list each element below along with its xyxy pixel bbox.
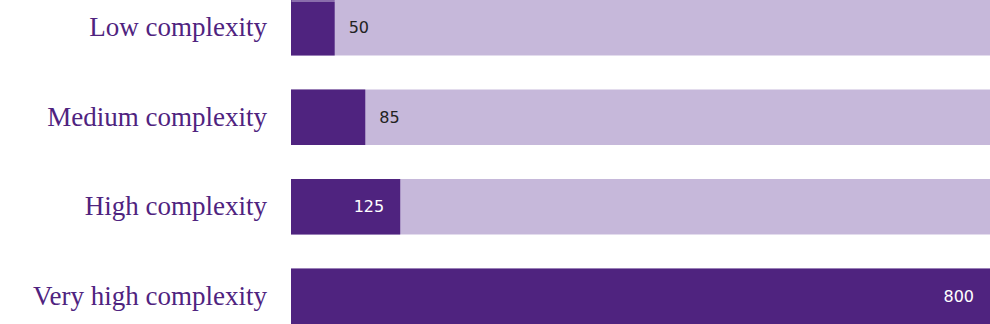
y-tick: High complexity: [85, 191, 268, 221]
data-label: 800: [943, 287, 974, 306]
tracks: [291, 0, 990, 324]
track: [291, 269, 990, 324]
data-label: 125: [354, 197, 385, 216]
y-tick: Low complexity: [89, 12, 267, 42]
track: [291, 90, 990, 145]
bars: [291, 0, 990, 324]
data-labels: 50 85 125 800: [349, 18, 974, 306]
y-tick: Very high complexity: [33, 281, 267, 311]
data-label: 50: [349, 18, 369, 37]
bar: [291, 0, 335, 55]
category-label: Medium complexity: [47, 102, 267, 132]
category-label: High complexity: [85, 191, 268, 221]
track: [291, 179, 990, 234]
track: [291, 0, 990, 55]
data-label: 85: [379, 108, 399, 127]
category-label: Very high complexity: [33, 281, 267, 311]
bar: [291, 269, 990, 324]
y-tick: Medium complexity: [47, 102, 267, 132]
bar: [291, 179, 400, 234]
chart: Low complexity Medium complexity High comp…: [0, 0, 990, 324]
y-axis: Low complexity Medium complexity High comp…: [33, 12, 267, 311]
x-axis-line: [292, 1, 990, 2]
category-label: Low complexity: [89, 12, 267, 42]
x-axis: [292, 1, 990, 2]
bar: [291, 90, 365, 145]
